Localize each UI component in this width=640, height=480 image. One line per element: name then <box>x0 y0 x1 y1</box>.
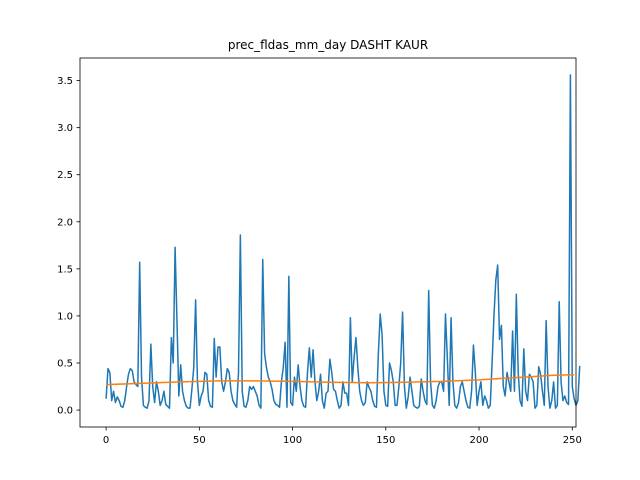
y-tick-label: 2.0 <box>57 217 73 228</box>
y-axis: 0.0 0.5 1.0 1.5 2.0 2.5 3.0 3.5 <box>57 76 80 417</box>
x-axis: 0 50 100 150 200 250 <box>103 427 582 446</box>
x-tick-label: 0 <box>103 435 109 446</box>
y-tick-label: 0.5 <box>57 358 73 369</box>
x-tick-label: 150 <box>376 435 395 446</box>
y-tick-label: 1.0 <box>57 311 73 322</box>
y-tick-label: 3.0 <box>57 123 73 134</box>
plot-frame <box>79 57 577 428</box>
y-tick-label: 0.0 <box>57 406 73 417</box>
y-tick-label: 1.5 <box>57 264 73 275</box>
y-tick-label: 2.5 <box>57 170 73 181</box>
chart-title: prec_fldas_mm_day DASHT KAUR <box>228 38 428 52</box>
x-tick-label: 250 <box>563 435 582 446</box>
series-line-2 <box>106 374 575 386</box>
series-layer <box>105 74 581 409</box>
y-tick-label: 3.5 <box>57 76 73 87</box>
x-tick-label: 200 <box>469 435 488 446</box>
x-tick-label: 100 <box>283 435 302 446</box>
x-tick-label: 50 <box>193 435 206 446</box>
